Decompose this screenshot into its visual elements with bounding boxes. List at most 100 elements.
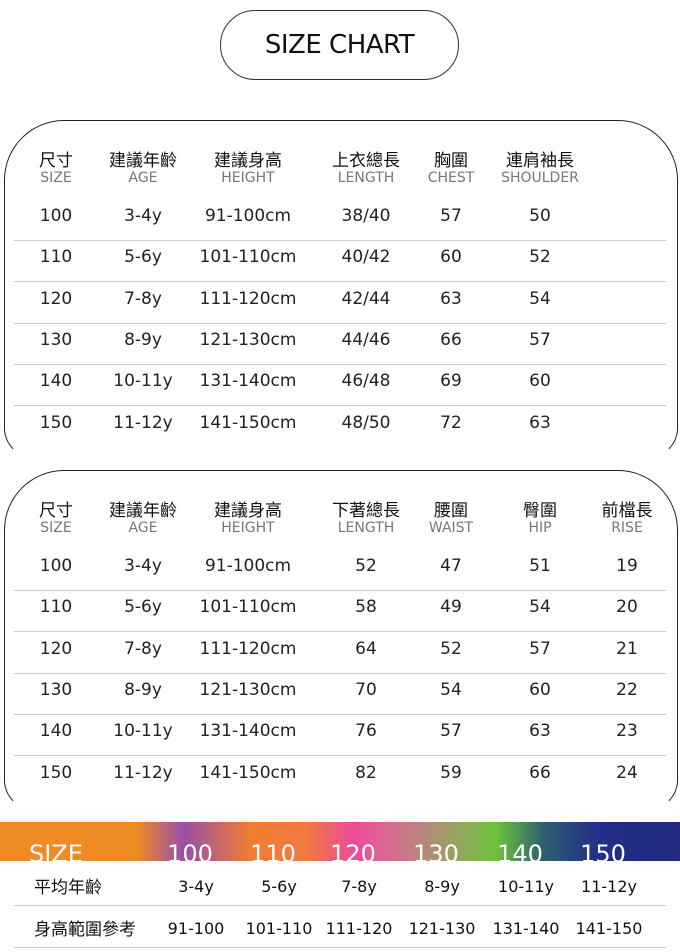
table-cell: 49 bbox=[440, 597, 462, 618]
column-header-en: HIP bbox=[528, 520, 552, 536]
row-divider bbox=[14, 755, 666, 757]
row-divider bbox=[14, 281, 666, 283]
row-divider bbox=[14, 713, 666, 715]
band-size-value: 120 bbox=[330, 840, 376, 861]
table-cell: 141-150cm bbox=[199, 412, 297, 433]
table-cell: 140 bbox=[39, 371, 73, 392]
table-cell: 46/48 bbox=[341, 371, 391, 392]
column-header-zh: 前檔長 bbox=[601, 501, 653, 521]
table-cell: 54 bbox=[440, 679, 462, 700]
table-cell: 70 bbox=[355, 679, 377, 700]
column-header-en: LENGTH bbox=[337, 520, 395, 536]
table-cell: 3-4y bbox=[124, 206, 162, 226]
table-cell: 10-11y bbox=[113, 371, 173, 392]
table-cell: 44/46 bbox=[341, 329, 391, 350]
column-header-zh: 尺寸 bbox=[39, 151, 73, 171]
column-header-zh: 建議年齡 bbox=[109, 501, 177, 521]
column-header-zh: 建議身高 bbox=[214, 151, 282, 171]
table-cell: 20 bbox=[616, 597, 638, 618]
column-header-zh: 胸圍 bbox=[434, 151, 468, 171]
column-header-en: CHEST bbox=[427, 170, 475, 186]
summary-divider bbox=[14, 905, 666, 906]
summary-row-label: 身高範圍參考 bbox=[34, 920, 136, 940]
band-size-value: 100 bbox=[167, 840, 213, 861]
column-header-zh: 建議年齡 bbox=[109, 151, 177, 171]
column-header-zh: 連肩袖長 bbox=[506, 151, 574, 171]
table-cell: 57 bbox=[529, 638, 551, 659]
table-cell: 100 bbox=[39, 556, 73, 576]
summary-cell: 8-9y bbox=[424, 877, 460, 896]
table-cell: 150 bbox=[39, 412, 73, 433]
table-cell: 131-140cm bbox=[199, 721, 297, 742]
table-cell: 48/50 bbox=[341, 412, 391, 433]
table-cell: 47 bbox=[440, 556, 462, 576]
table-cell: 38/40 bbox=[341, 206, 391, 226]
table-cell: 111-120cm bbox=[199, 638, 297, 659]
table-cell: 8-9y bbox=[124, 679, 162, 700]
band-size-value: 130 bbox=[413, 840, 459, 861]
table-cell: 54 bbox=[529, 597, 551, 618]
table-cell: 57 bbox=[440, 206, 462, 226]
table-cell: 60 bbox=[529, 679, 551, 700]
table-cell: 21 bbox=[616, 638, 638, 659]
column-header-en: SIZE bbox=[40, 520, 72, 536]
band-size-value: 110 bbox=[250, 840, 296, 861]
summary-cell: 10-11y bbox=[498, 877, 554, 896]
column-header-zh: 腰圍 bbox=[434, 501, 468, 521]
row-divider bbox=[14, 631, 666, 633]
size-chart-title: SIZE CHART bbox=[220, 10, 459, 80]
table-cell: 101-110cm bbox=[199, 597, 297, 618]
column-header-en: HEIGHT bbox=[221, 170, 275, 186]
table-cell: 59 bbox=[440, 762, 462, 783]
top-size-table-card bbox=[4, 120, 678, 458]
table-cell: 121-130cm bbox=[199, 329, 297, 350]
summary-cell: 131-140 bbox=[492, 919, 560, 938]
column-header-en: SHOULDER bbox=[501, 170, 579, 186]
table-cell: 57 bbox=[440, 721, 462, 742]
column-header-zh: 尺寸 bbox=[39, 501, 73, 521]
table-cell: 57 bbox=[529, 329, 551, 350]
table-cell: 42/44 bbox=[341, 288, 391, 309]
table-cell: 91-100cm bbox=[204, 206, 292, 226]
table-cell: 60 bbox=[529, 371, 551, 392]
band-size-label: SIZE bbox=[29, 840, 83, 861]
column-header-zh: 上衣總長 bbox=[332, 151, 400, 171]
table-cell: 60 bbox=[440, 247, 462, 268]
table-cell: 22 bbox=[616, 679, 638, 700]
table-cell: 50 bbox=[529, 206, 551, 226]
summary-cell: 5-6y bbox=[261, 877, 297, 896]
column-header-en: RISE bbox=[611, 520, 643, 536]
row-divider bbox=[14, 240, 666, 241]
table-cell: 91-100cm bbox=[204, 556, 292, 576]
table-cell: 52 bbox=[440, 638, 462, 659]
summary-cell: 111-120 bbox=[325, 919, 393, 938]
column-header-zh: 下著總長 bbox=[332, 501, 400, 521]
column-header-en: HEIGHT bbox=[221, 520, 275, 536]
table-cell: 130 bbox=[39, 679, 73, 700]
band-size-value: 140 bbox=[497, 840, 543, 861]
table-cell: 141-150cm bbox=[199, 762, 297, 783]
table-cell: 7-8y bbox=[124, 288, 162, 309]
row-divider bbox=[14, 672, 666, 674]
table-cell: 3-4y bbox=[124, 556, 162, 576]
table-cell: 120 bbox=[39, 288, 73, 309]
summary-row-label: 平均年齡 bbox=[34, 878, 102, 898]
size-gradient-band: SIZE 100 110 120 130 140 150 bbox=[0, 822, 680, 861]
table-cell: 110 bbox=[39, 597, 73, 618]
table-cell: 63 bbox=[440, 288, 462, 309]
table-cell: 51 bbox=[529, 556, 551, 576]
table-cell: 130 bbox=[39, 329, 73, 350]
summary-cell: 3-4y bbox=[178, 877, 214, 896]
table-cell: 150 bbox=[39, 762, 73, 783]
table-cell: 24 bbox=[616, 762, 638, 783]
table-cell: 5-6y bbox=[124, 597, 162, 618]
table-cell: 64 bbox=[355, 638, 377, 659]
table-cell: 7-8y bbox=[124, 638, 162, 659]
column-header-zh: 建議身高 bbox=[214, 501, 282, 521]
table-cell: 76 bbox=[355, 721, 377, 742]
summary-cell: 121-130 bbox=[408, 919, 476, 938]
summary-cell: 91-100 bbox=[167, 919, 225, 938]
table-cell: 19 bbox=[616, 556, 638, 576]
table-cell: 131-140cm bbox=[199, 371, 297, 392]
table-cell: 8-9y bbox=[124, 329, 162, 350]
